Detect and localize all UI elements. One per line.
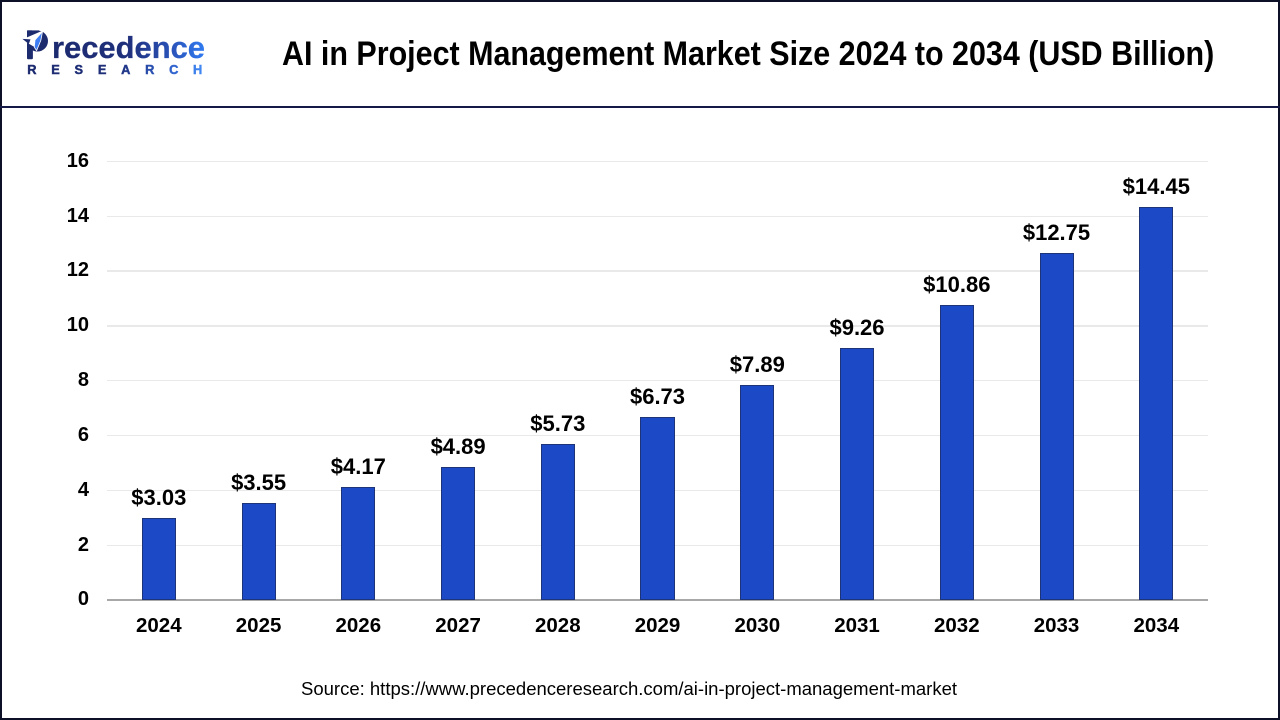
svg-text:recedence: recedence xyxy=(52,30,205,65)
